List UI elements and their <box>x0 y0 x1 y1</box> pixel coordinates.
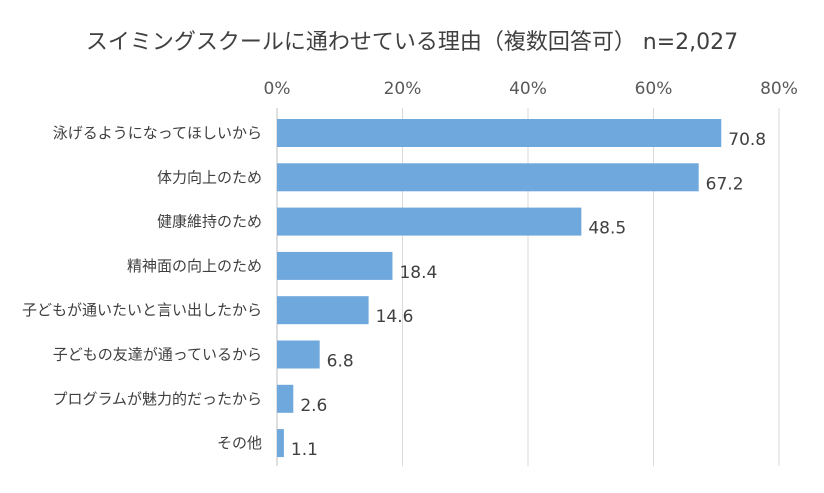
bar <box>277 207 582 236</box>
category-label: 子どもが通いたいと言い出したから <box>22 301 262 319</box>
category-label: 精神面の向上のため <box>127 257 262 275</box>
data-label: 18.4 <box>399 263 437 283</box>
data-label: 1.1 <box>291 440 318 460</box>
category-label: 体力向上のため <box>157 168 262 186</box>
bar <box>277 163 699 192</box>
value-labels: 70.8 67.2 48.5 18.4 14.6 6.8 2.6 1.1 <box>291 130 766 460</box>
data-label: 6.8 <box>327 352 354 372</box>
x-tick-label: 60% <box>635 79 673 99</box>
data-label: 14.6 <box>376 307 414 327</box>
bars <box>277 119 722 458</box>
category-label: 健康維持のため <box>157 213 262 231</box>
bar <box>277 251 393 280</box>
category-label: プログラムが魅力的だったから <box>52 390 262 408</box>
x-tick-label: 80% <box>760 79 798 99</box>
bar <box>277 429 284 458</box>
data-label: 2.6 <box>300 396 327 416</box>
data-label: 67.2 <box>706 174 744 194</box>
chart-title: スイミングスクールに通わせている理由（複数回答可） n=2,027 <box>86 30 738 55</box>
data-label: 48.5 <box>588 219 626 239</box>
x-axis-ticks: 0% 20% 40% 60% 80% <box>264 79 798 99</box>
bar <box>277 296 369 325</box>
bar <box>277 384 294 413</box>
x-tick-label: 20% <box>384 79 422 99</box>
data-label: 70.8 <box>728 130 766 150</box>
bar <box>277 340 320 369</box>
category-label: 子どもの友達が通っているから <box>53 346 262 364</box>
category-label: 泳げるようになってほしいから <box>53 124 262 142</box>
bar <box>277 119 722 147</box>
x-tick-label: 0% <box>264 79 291 99</box>
x-tick-label: 40% <box>509 79 547 99</box>
category-labels: 泳げるようになってほしいから体力向上のため健康維持のため精神面の向上のため子ども… <box>22 124 262 452</box>
gridlines <box>276 108 780 466</box>
category-label: その他 <box>217 434 262 452</box>
